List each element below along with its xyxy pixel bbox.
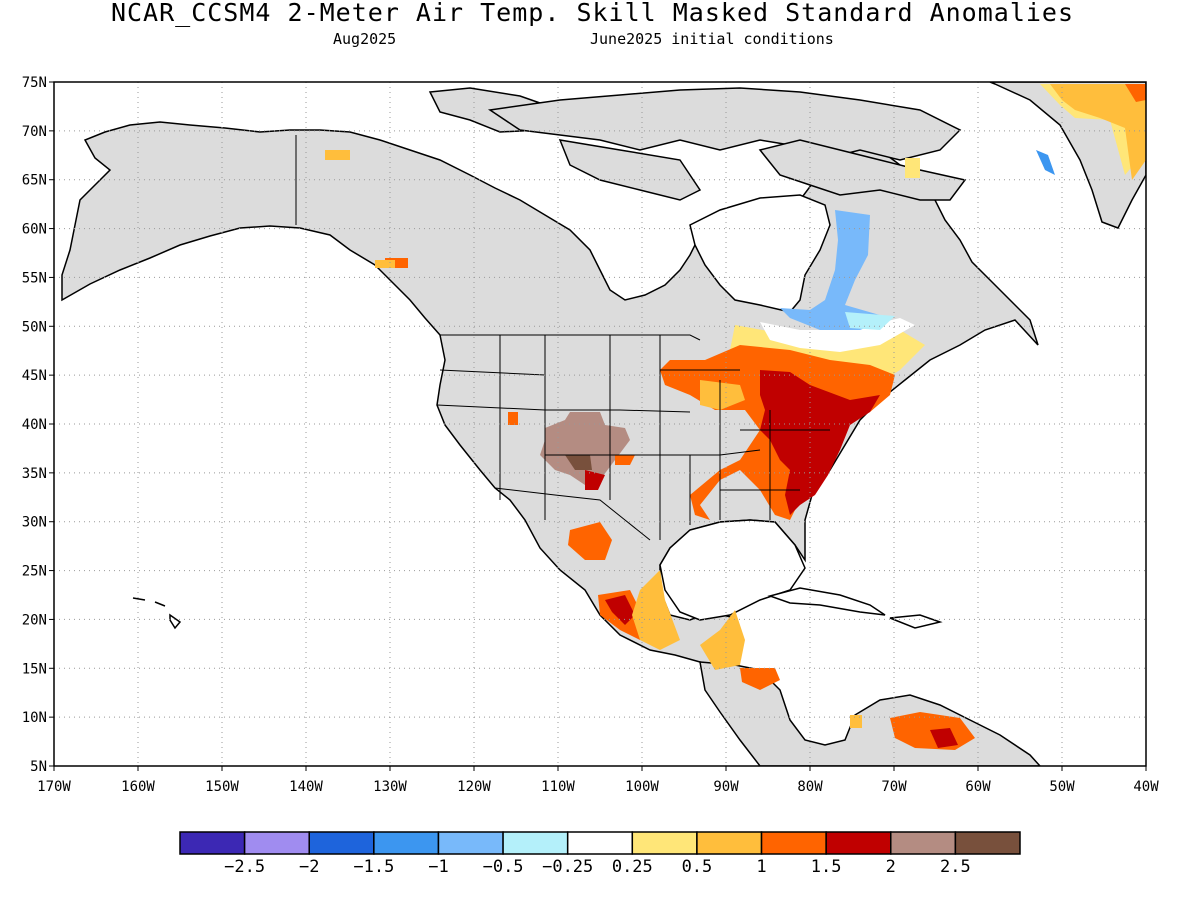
anomaly-nm-orange	[615, 455, 635, 465]
anomaly-south-america-red	[930, 728, 958, 748]
lat-label: 50N	[22, 319, 47, 335]
colorbar-label: 2.5	[940, 857, 971, 877]
lat-label: 75N	[22, 75, 47, 91]
anomaly-baffin-yellow	[905, 158, 920, 178]
hawaii-islands	[132, 597, 182, 630]
anomaly-four-corners-dark	[565, 455, 592, 470]
colorbar-label: −0.5	[483, 857, 524, 877]
lat-label: 60N	[22, 222, 47, 238]
lat-label: 45N	[22, 368, 47, 384]
colorbar-swatch	[308, 831, 375, 855]
colorbar-swatch	[631, 831, 698, 855]
arctic-island-3	[558, 139, 702, 201]
colorbar-label: 0.25	[612, 857, 653, 877]
cuba	[767, 587, 886, 616]
hudson-bay	[689, 194, 831, 313]
anomaly-four-corners-red	[585, 470, 605, 490]
lat-label: 40N	[22, 417, 47, 433]
colorbar-label: 2	[886, 857, 896, 877]
lon-label: 40W	[1133, 779, 1159, 795]
anomaly-yucatan-yellow	[700, 610, 745, 670]
anomaly-bc-yellow	[375, 260, 395, 268]
lon-label: 50W	[1049, 779, 1075, 795]
lat-label: 20N	[22, 612, 47, 628]
lat-label: 70N	[22, 124, 47, 140]
lon-label: 140W	[289, 779, 323, 795]
anomaly-south-america-yellow	[850, 715, 862, 728]
colorbar-label: −1.5	[353, 857, 394, 877]
lat-label: 35N	[22, 466, 47, 482]
colorbar-swatch	[890, 831, 957, 855]
lon-label: 70W	[881, 779, 907, 795]
colorbar-label: 1	[756, 857, 766, 877]
lon-label: 80W	[797, 779, 823, 795]
arctic-island-2	[487, 87, 962, 161]
anomaly-central-america-orange	[740, 668, 780, 690]
colorbar-swatch	[373, 831, 440, 855]
colorbar-swatch	[179, 831, 246, 855]
lat-label: 25N	[22, 564, 47, 580]
colorbar-label: −2	[299, 857, 319, 877]
anomaly-mexico-south-red	[605, 595, 635, 625]
anomaly-yukon-yellow	[325, 150, 350, 160]
lat-label: 55N	[22, 270, 47, 286]
anomaly-four-corners-brown	[540, 412, 630, 485]
anomaly-mexico-north	[568, 522, 612, 560]
lon-label: 60W	[965, 779, 991, 795]
hispaniola	[889, 614, 943, 629]
anomaly-quebec-blue	[780, 210, 890, 330]
lon-label: 90W	[713, 779, 739, 795]
anomaly-midatlantic-red	[760, 370, 880, 515]
anomaly-utah-orange	[508, 412, 518, 425]
colorbar-swatch	[243, 831, 310, 855]
colorbar-label: 1.5	[811, 857, 842, 877]
gulf-of-mexico	[659, 519, 806, 621]
colorbar-swatch	[696, 831, 763, 855]
graticule	[54, 82, 1146, 766]
colorbar-label: 0.5	[682, 857, 713, 877]
anomaly-southeast-orange	[700, 380, 745, 410]
anomaly-quebec-cyan	[845, 312, 895, 330]
lat-label: 65N	[22, 173, 47, 189]
colorbar-swatch	[760, 831, 827, 855]
anomaly-greenland-blue	[1036, 150, 1055, 175]
colorbar-swatch	[437, 831, 504, 855]
baffin-island	[758, 139, 967, 201]
lon-label: 120W	[457, 779, 491, 795]
lon-label: 160W	[121, 779, 155, 795]
colorbar: −2.5 −2 −1.5 −1 −0.5 −0.25 0.25 0.5 1 1.5 2 2.5	[179, 831, 1021, 877]
anomaly-mexico-east-yellow	[632, 570, 680, 650]
lat-label: 10N	[22, 710, 47, 726]
initial-conditions-label: June2025 initial conditions	[590, 30, 834, 48]
lat-label: 5N	[30, 759, 47, 775]
colorbar-swatch	[954, 831, 1021, 855]
colorbar-swatch	[502, 831, 569, 855]
colorbar-swatch	[825, 831, 892, 855]
map-axis-labels: 5N 10N 15N 20N 25N 30N 35N 40N 45N 50N 55N 60N 65N 70…	[22, 75, 1160, 795]
map-title: NCAR_CCSM4 2-Meter Air Temp. Skill Maske…	[110, 0, 1075, 27]
lat-label: 15N	[22, 661, 47, 677]
colorbar-label: −0.25	[542, 857, 593, 877]
lon-label: 100W	[625, 779, 659, 795]
lon-label: 150W	[205, 779, 239, 795]
lat-label: 30N	[22, 515, 47, 531]
colorbar-label: −2.5	[224, 857, 265, 877]
lon-label: 130W	[373, 779, 407, 795]
colorbar-label: −1	[428, 857, 448, 877]
colorbar-swatch	[566, 831, 634, 855]
valid-month-label: Aug2025	[333, 30, 397, 48]
anomaly-greenland-orange	[1050, 84, 1146, 180]
lon-label: 110W	[541, 779, 575, 795]
anomaly-greenland-red	[1125, 84, 1146, 102]
lon-label: 170W	[37, 779, 71, 795]
